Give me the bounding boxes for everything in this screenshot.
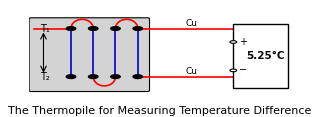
Text: +: +	[239, 37, 247, 47]
Circle shape	[66, 75, 76, 79]
Circle shape	[89, 27, 98, 30]
Text: −: −	[239, 65, 247, 75]
Circle shape	[230, 41, 237, 43]
Circle shape	[133, 27, 142, 30]
Text: Cu: Cu	[185, 18, 197, 27]
Text: 5.25°C: 5.25°C	[246, 51, 284, 61]
Circle shape	[89, 75, 98, 79]
Text: Cu: Cu	[185, 67, 197, 76]
Circle shape	[133, 75, 142, 79]
Circle shape	[230, 69, 237, 72]
Circle shape	[111, 27, 120, 30]
Text: The Thermopile for Measuring Temperature Difference: The Thermopile for Measuring Temperature…	[8, 106, 312, 116]
Text: T₁: T₁	[40, 24, 49, 34]
FancyBboxPatch shape	[29, 18, 149, 91]
Bar	[233, 24, 288, 88]
Text: T₂: T₂	[40, 72, 49, 82]
Circle shape	[111, 75, 120, 79]
Circle shape	[66, 27, 76, 30]
